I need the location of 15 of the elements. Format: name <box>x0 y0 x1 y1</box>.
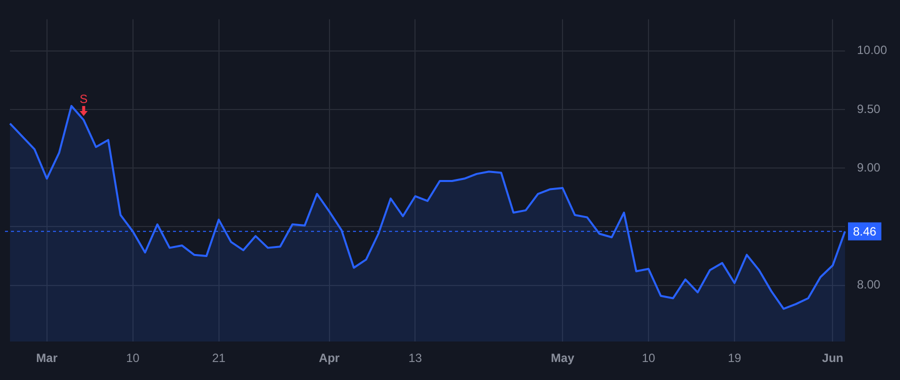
ref-line-label: 8.46 <box>853 224 877 239</box>
x-tick-label: Mar <box>36 351 58 366</box>
y-tick-label: 8.00 <box>857 278 881 292</box>
annotation: S <box>80 92 88 106</box>
y-tick-label: 9.50 <box>857 102 881 116</box>
y-tick-label: 9.00 <box>857 160 881 174</box>
x-tick-label: May <box>550 351 575 366</box>
x-tick-label: 10 <box>126 351 140 366</box>
x-tick-label: 10 <box>642 351 656 366</box>
x-tick-label: 21 <box>212 351 226 366</box>
x-tick-label: Jun <box>822 351 844 366</box>
y-tick-label: 10.00 <box>857 43 888 58</box>
x-tick-label: Apr <box>318 351 340 366</box>
x-tick-label: 13 <box>408 351 422 366</box>
x-tick-label: 19 <box>728 351 742 366</box>
